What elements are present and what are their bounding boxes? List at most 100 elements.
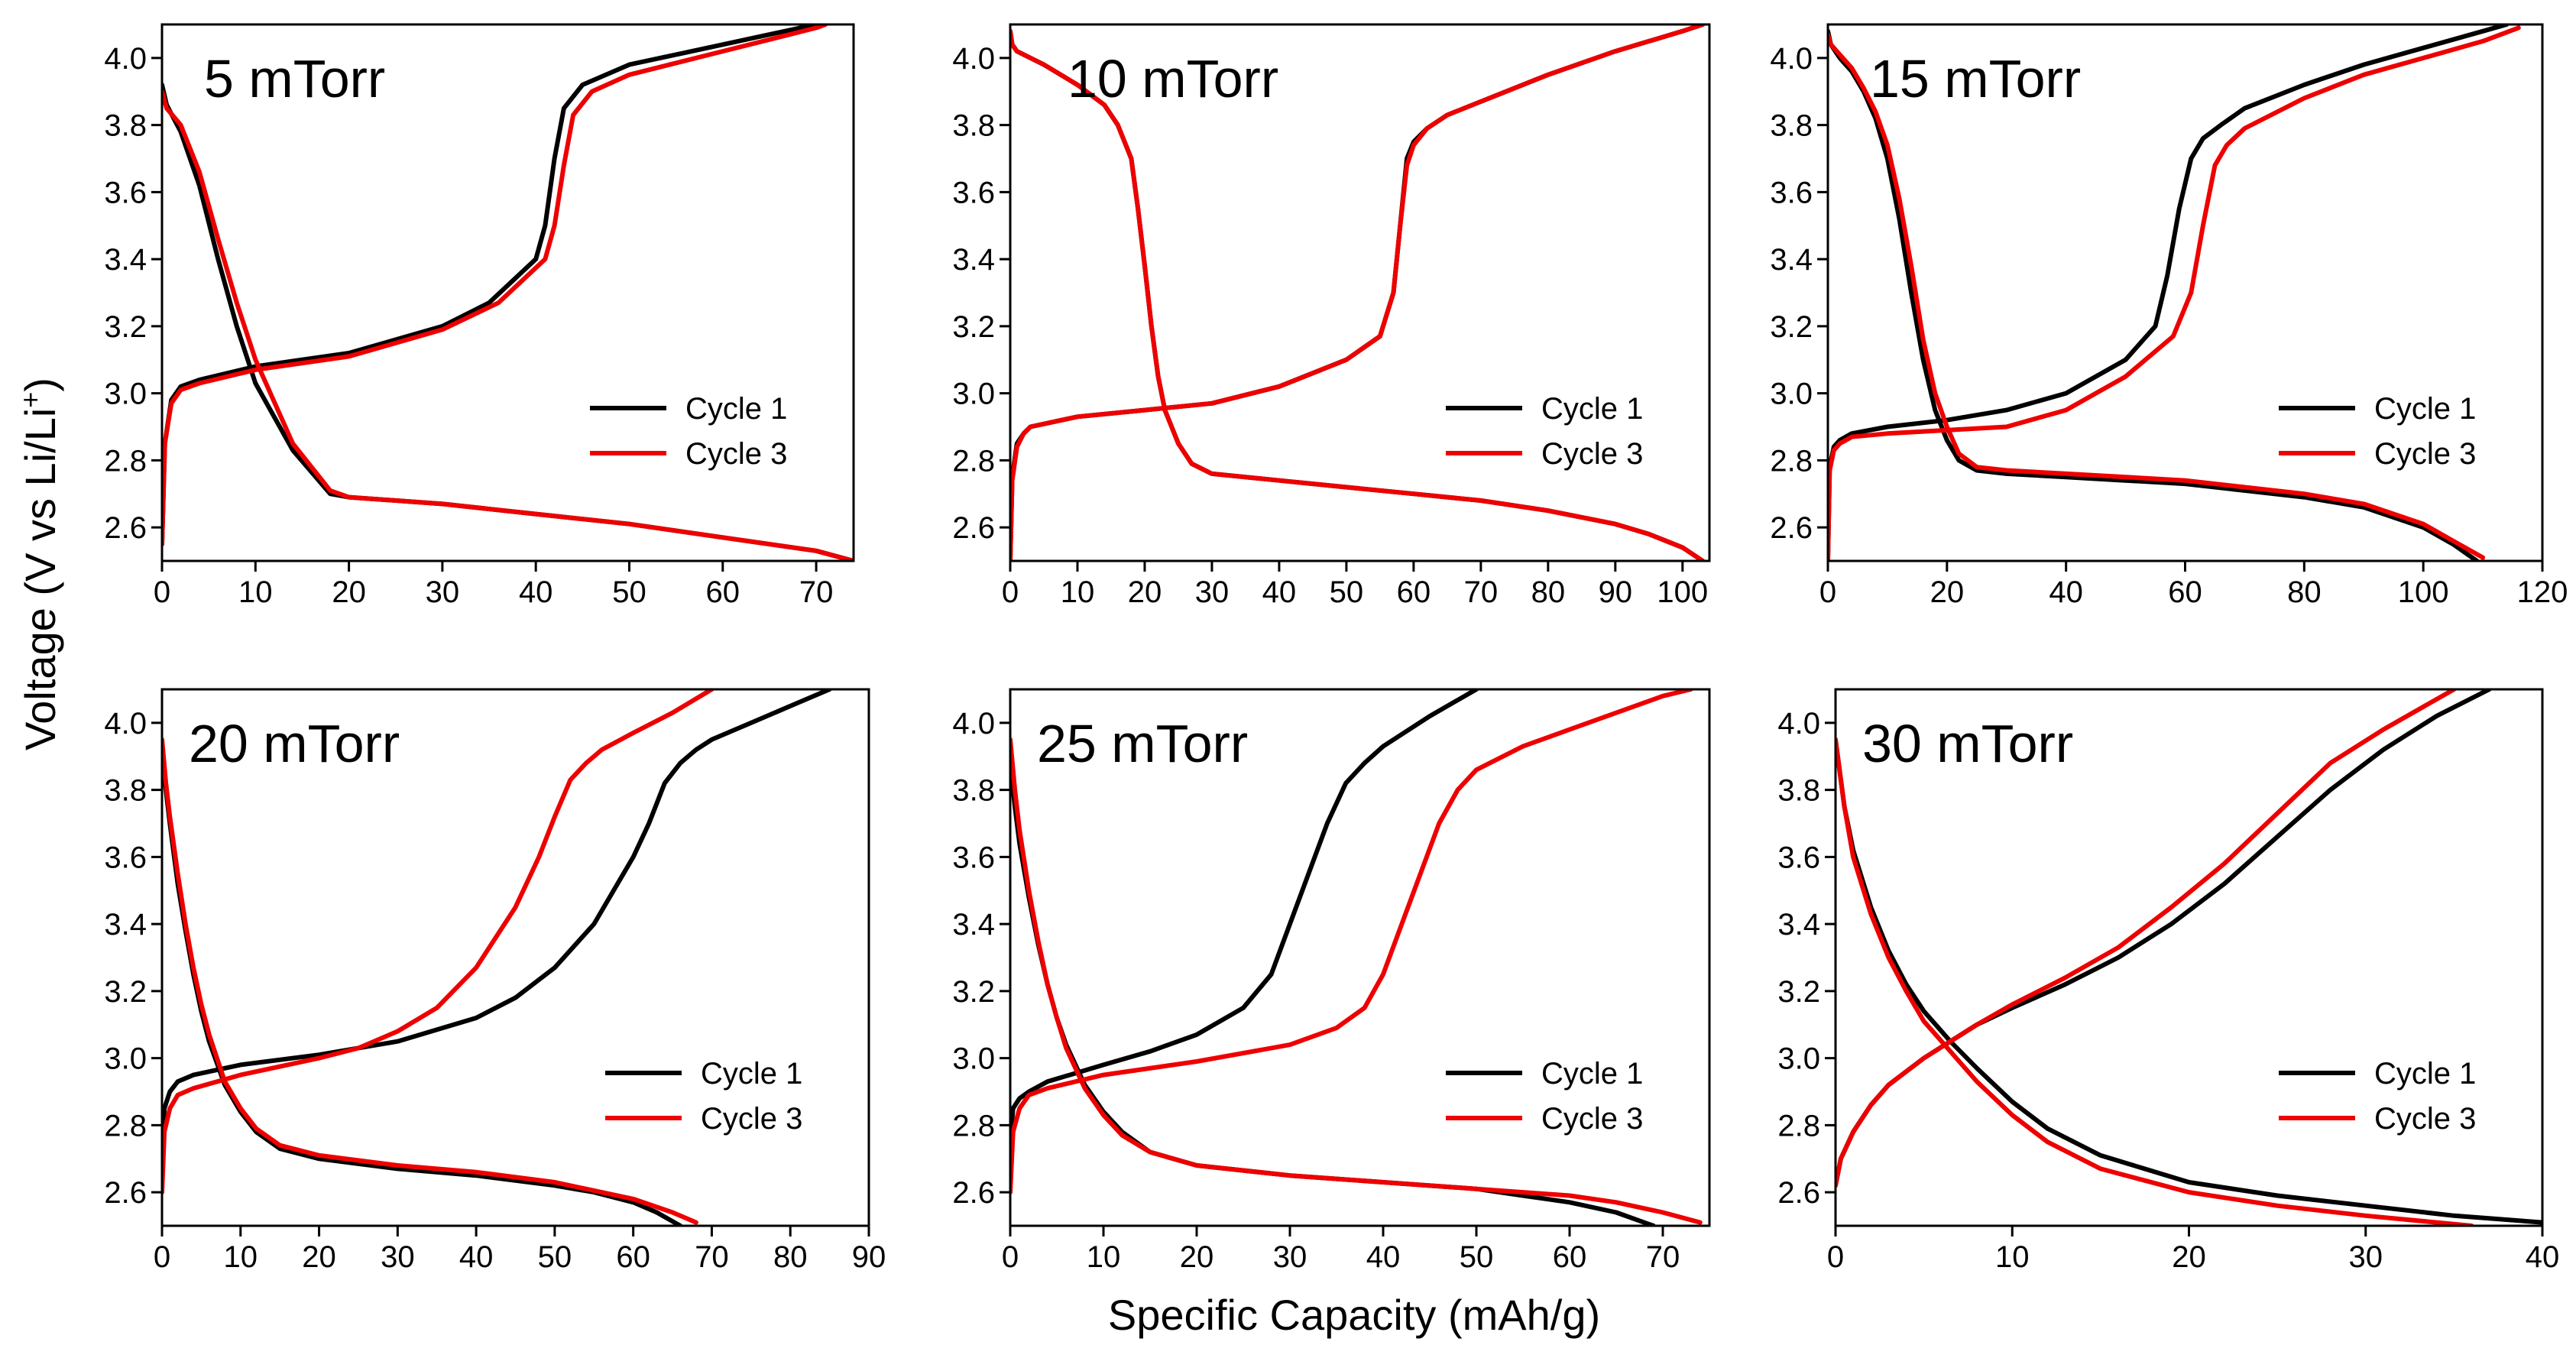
panels-layer: 0 10 20 30 40 50 60 70 2.6 2.8 3.0 3.2 3.4 3.6 3.8 4.0 5… bbox=[104, 23, 2568, 1274]
panel-10-mtorr-x-tick-label: 90 bbox=[1599, 575, 1633, 609]
panel-5-mtorr-x-tick-label: 20 bbox=[332, 575, 366, 609]
panel-5-mtorr-legend-label-cycle-3: Cycle 3 bbox=[685, 437, 787, 471]
panel-5-mtorr-cycle-1-discharge-line bbox=[162, 83, 854, 561]
panel-25-mtorr-y-tick-label: 3.4 bbox=[952, 908, 995, 942]
panel-30-mtorr-cycle-3-charge-line bbox=[1836, 689, 2457, 1188]
panel-10-mtorr-legend-label-cycle-1: Cycle 1 bbox=[1541, 392, 1643, 426]
panel-5-mtorr-x-tick-label: 30 bbox=[426, 575, 460, 609]
panel-25-mtorr-x-tick-label: 0 bbox=[1002, 1240, 1019, 1274]
panel-25-mtorr-title: 25 mTorr bbox=[1037, 714, 1248, 773]
panel-25-mtorr-legend: Cycle 1 Cycle 3 bbox=[1446, 1057, 1643, 1136]
panel-20-mtorr-y-tick-label: 2.6 bbox=[104, 1176, 147, 1210]
panel-30-mtorr-cycle-1-discharge-line bbox=[1836, 737, 2542, 1225]
panel-10-mtorr-x-tick-label: 50 bbox=[1330, 575, 1364, 609]
panel-10-mtorr-legend: Cycle 1 Cycle 3 bbox=[1446, 392, 1643, 471]
panel-10-mtorr-y-tick-label: 3.4 bbox=[952, 243, 995, 277]
panel-30-mtorr-y-tick-label: 3.0 bbox=[1777, 1042, 1820, 1076]
panel-15-mtorr-cycle-3-discharge-line bbox=[1828, 32, 2486, 560]
panel-20-mtorr-x-tick-label: 90 bbox=[852, 1240, 886, 1274]
panel-30-mtorr-y-tick-label: 3.6 bbox=[1777, 841, 1820, 874]
panel-20-mtorr-x-tick-label: 50 bbox=[538, 1240, 572, 1274]
panel-10-mtorr-cycle-3-discharge-line bbox=[1010, 28, 1706, 561]
y-axis-title: Voltage (V vs Li/Li+) bbox=[15, 378, 64, 750]
panel-30-mtorr: 0 10 20 30 40 2.6 2.8 3.0 3.2 3.4 3.6 3.8 4.0 30 mTor… bbox=[1777, 688, 2559, 1274]
panel-5-mtorr-x-tick-label: 50 bbox=[612, 575, 646, 609]
panel-15-mtorr-y-tick-label: 4.0 bbox=[1770, 42, 1813, 76]
panel-15-mtorr-legend-label-cycle-3: Cycle 3 bbox=[2374, 437, 2476, 471]
panel-10-mtorr-cycle-3-charge-line bbox=[1010, 24, 1706, 561]
panel-25-mtorr-y-tick-label: 2.8 bbox=[952, 1109, 995, 1142]
panel-5-mtorr-x-tick-label: 60 bbox=[706, 575, 740, 609]
panel-10-mtorr-x-tick-label: 10 bbox=[1061, 575, 1095, 609]
panel-15-mtorr-cycle-1-discharge-line bbox=[1828, 28, 2480, 561]
panel-20-mtorr-y-tick-label: 4.0 bbox=[104, 707, 147, 741]
panel-5-mtorr-y-tick-label: 3.4 bbox=[104, 243, 147, 277]
panel-15-mtorr-y-tick-label: 2.6 bbox=[1770, 511, 1813, 545]
panel-25-mtorr-y-tick-label: 2.6 bbox=[952, 1176, 995, 1210]
panel-10-mtorr-y-tick-label: 3.0 bbox=[952, 378, 995, 411]
panel-10-mtorr-x-tick-label: 30 bbox=[1195, 575, 1230, 609]
panel-20-mtorr-x-tick-label: 60 bbox=[616, 1240, 650, 1274]
panel-30-mtorr-y-tick-label: 2.6 bbox=[1777, 1176, 1820, 1210]
panel-15-mtorr-legend: Cycle 1 Cycle 3 bbox=[2279, 392, 2476, 471]
panel-15-mtorr-y-tick-label: 3.6 bbox=[1770, 176, 1813, 209]
panel-25-mtorr-y-tick-label: 4.0 bbox=[952, 707, 995, 741]
panel-10-mtorr-y-tick-label: 3.6 bbox=[952, 176, 995, 209]
panel-20-mtorr-cycle-1-discharge-line bbox=[162, 754, 683, 1226]
panel-10-mtorr-y-tick-label: 4.0 bbox=[952, 42, 995, 76]
panel-5-mtorr-legend: Cycle 1 Cycle 3 bbox=[590, 392, 787, 471]
panel-25-mtorr-x-tick-label: 10 bbox=[1087, 1240, 1121, 1274]
panel-20-mtorr-x-tick-label: 10 bbox=[224, 1240, 258, 1274]
panel-30-mtorr-title: 30 mTorr bbox=[1862, 714, 2073, 773]
panel-15-mtorr-x-tick-label: 0 bbox=[1819, 575, 1836, 609]
panel-25-mtorr-y-tick-label: 3.6 bbox=[952, 841, 995, 874]
panel-5-mtorr-cycle-3-charge-line bbox=[162, 24, 828, 547]
panel-5-mtorr-y-tick-label: 3.2 bbox=[104, 310, 147, 344]
panel-25-mtorr-legend-label-cycle-3: Cycle 3 bbox=[1541, 1102, 1643, 1136]
panel-30-mtorr-legend-label-cycle-3: Cycle 3 bbox=[2374, 1102, 2476, 1136]
y-axis-title-main: Voltage (V vs Li/Li bbox=[16, 408, 64, 750]
panel-5-mtorr-x-tick-label: 10 bbox=[238, 575, 273, 609]
panel-30-mtorr-y-tick-label: 3.4 bbox=[1777, 908, 1820, 942]
panel-10-mtorr-cycle-1-discharge-line bbox=[1010, 28, 1706, 561]
panel-10-mtorr-legend-label-cycle-3: Cycle 3 bbox=[1541, 437, 1643, 471]
panel-25-mtorr-legend-label-cycle-1: Cycle 1 bbox=[1541, 1057, 1643, 1091]
y-axis-title-close: ) bbox=[16, 378, 64, 392]
panel-20-mtorr-title: 20 mTorr bbox=[189, 714, 400, 773]
panel-20-mtorr-y-tick-label: 3.2 bbox=[104, 975, 147, 1009]
panel-5-mtorr: 0 10 20 30 40 50 60 70 2.6 2.8 3.0 3.2 3.4 3.6 3.8 4.0 5… bbox=[104, 23, 855, 609]
panel-5-mtorr-legend-label-cycle-1: Cycle 1 bbox=[685, 392, 787, 426]
panel-30-mtorr-legend-label-cycle-1: Cycle 1 bbox=[2374, 1057, 2476, 1091]
panel-15-mtorr-cycle-3-charge-line bbox=[1828, 25, 2521, 561]
x-axis-title: Specific Capacity (mAh/g) bbox=[1108, 1291, 1600, 1339]
panel-25-mtorr-plot-frame bbox=[1009, 688, 1711, 1227]
panel-30-mtorr-y-tick-label: 3.8 bbox=[1777, 774, 1820, 808]
panel-15-mtorr-x-tick-label: 80 bbox=[2287, 575, 2322, 609]
panel-20-mtorr-y-tick-label: 3.4 bbox=[104, 908, 147, 942]
panel-20-mtorr-x-tick-label: 40 bbox=[459, 1240, 494, 1274]
panel-10-mtorr-y-tick-label: 2.6 bbox=[952, 511, 995, 545]
panel-5-mtorr-y-tick-label: 4.0 bbox=[104, 42, 147, 76]
panel-20-mtorr-y-tick-label: 3.6 bbox=[104, 841, 147, 874]
panel-10-mtorr-x-tick-label: 100 bbox=[1657, 575, 1708, 609]
panel-10-mtorr-x-tick-label: 60 bbox=[1397, 575, 1431, 609]
panel-15-mtorr-x-tick-label: 100 bbox=[2398, 575, 2449, 609]
panel-5-mtorr-plot-frame bbox=[160, 23, 855, 562]
panel-30-mtorr-x-tick-label: 30 bbox=[2349, 1240, 2383, 1274]
panel-30-mtorr-y-tick-label: 2.8 bbox=[1777, 1109, 1820, 1142]
panel-30-mtorr-x-tick-label: 0 bbox=[1827, 1240, 1844, 1274]
panel-15-mtorr-cycle-1-charge-line bbox=[1828, 24, 2510, 561]
panel-25-mtorr-y-tick-label: 3.8 bbox=[952, 774, 995, 808]
panel-10-mtorr-title: 10 mTorr bbox=[1068, 49, 1278, 109]
panel-5-mtorr-x-tick-label: 70 bbox=[799, 575, 834, 609]
panel-25-mtorr-x-tick-label: 70 bbox=[1646, 1240, 1680, 1274]
panel-25-mtorr-x-tick-label: 40 bbox=[1366, 1240, 1401, 1274]
panel-10-mtorr-x-tick-label: 80 bbox=[1531, 575, 1566, 609]
panel-25-mtorr-cycle-1-discharge-line bbox=[1010, 760, 1656, 1226]
panel-15-mtorr-y-tick-label: 3.2 bbox=[1770, 310, 1813, 344]
panel-20-mtorr-x-tick-label: 30 bbox=[381, 1240, 415, 1274]
panel-15-mtorr-y-tick-label: 3.0 bbox=[1770, 378, 1813, 411]
panel-10-mtorr-x-tick-label: 20 bbox=[1128, 575, 1162, 609]
panel-20-mtorr-cycle-1-charge-line bbox=[162, 689, 832, 1162]
panel-20-mtorr-cycle-3-discharge-line bbox=[162, 737, 698, 1225]
